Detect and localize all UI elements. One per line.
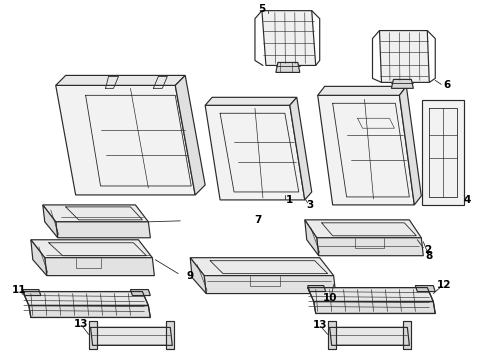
Polygon shape	[190, 258, 333, 276]
Polygon shape	[31, 240, 152, 258]
Polygon shape	[190, 258, 206, 293]
Polygon shape	[422, 100, 463, 205]
Polygon shape	[390, 80, 412, 88]
Polygon shape	[317, 95, 413, 205]
Text: 6: 6	[443, 80, 450, 90]
Polygon shape	[31, 240, 47, 276]
Polygon shape	[304, 220, 318, 256]
Polygon shape	[90, 328, 172, 345]
Polygon shape	[414, 285, 434, 292]
Polygon shape	[205, 97, 296, 105]
Text: 7: 7	[254, 215, 261, 225]
Polygon shape	[307, 285, 325, 292]
Polygon shape	[399, 86, 421, 205]
Polygon shape	[316, 238, 423, 256]
Polygon shape	[56, 222, 150, 238]
Text: 1: 1	[285, 195, 293, 205]
Polygon shape	[203, 276, 335, 293]
Text: 8: 8	[425, 251, 432, 261]
Polygon shape	[23, 292, 148, 306]
Text: 11: 11	[12, 284, 26, 294]
Polygon shape	[275, 62, 299, 72]
Polygon shape	[327, 321, 335, 349]
Polygon shape	[56, 85, 195, 195]
Text: 3: 3	[305, 200, 313, 210]
Text: 9: 9	[186, 271, 193, 281]
Polygon shape	[262, 11, 315, 66]
Text: 2: 2	[423, 245, 430, 255]
Polygon shape	[56, 75, 185, 85]
Polygon shape	[205, 105, 304, 200]
Text: 13: 13	[73, 319, 88, 329]
Polygon shape	[379, 31, 428, 82]
Polygon shape	[45, 258, 154, 276]
Polygon shape	[313, 302, 434, 314]
Text: 12: 12	[436, 280, 450, 289]
Polygon shape	[130, 289, 150, 296]
Polygon shape	[23, 289, 41, 296]
Polygon shape	[307, 288, 432, 302]
Polygon shape	[403, 321, 410, 349]
Polygon shape	[29, 306, 150, 318]
Text: 10: 10	[322, 293, 336, 302]
Text: 5: 5	[258, 4, 265, 14]
Polygon shape	[317, 86, 406, 95]
Polygon shape	[42, 205, 58, 238]
Polygon shape	[88, 321, 96, 349]
Polygon shape	[329, 328, 408, 345]
Polygon shape	[289, 97, 311, 200]
Text: 4: 4	[463, 195, 470, 205]
Text: 13: 13	[312, 320, 326, 330]
Polygon shape	[175, 75, 205, 195]
Polygon shape	[166, 321, 174, 349]
Polygon shape	[304, 220, 421, 238]
Polygon shape	[42, 205, 148, 222]
